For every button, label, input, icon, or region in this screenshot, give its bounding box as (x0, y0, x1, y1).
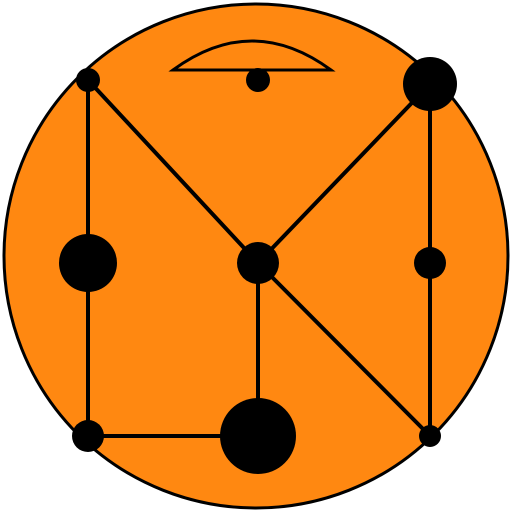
edges-layer (86, 78, 432, 438)
board-node-n6[interactable] (414, 247, 446, 279)
board-edge (256, 261, 432, 438)
board-edge (86, 78, 260, 265)
board-node-n4[interactable] (59, 234, 117, 292)
board-edge (256, 82, 432, 265)
board-node-n1[interactable] (76, 68, 100, 92)
board-node-n2[interactable] (237, 242, 279, 284)
board-node-n5[interactable] (220, 398, 296, 474)
board-node-n3[interactable] (403, 57, 457, 111)
board-node-n7[interactable] (72, 420, 104, 452)
board-node-n8[interactable] (419, 425, 441, 447)
eye-arc-icon (168, 39, 336, 92)
nodes-layer (59, 57, 457, 474)
eye-arc-shape (168, 39, 336, 72)
eye-arc-dot (246, 68, 270, 92)
